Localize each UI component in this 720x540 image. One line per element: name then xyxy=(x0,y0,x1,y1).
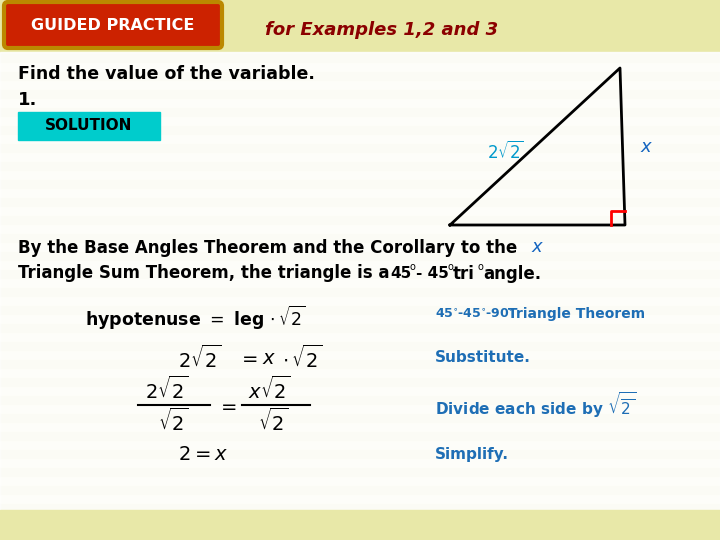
Text: $\sqrt{2}$: $\sqrt{2}$ xyxy=(158,407,189,435)
Text: SOLUTION: SOLUTION xyxy=(45,118,132,133)
Text: 1.: 1. xyxy=(18,91,37,109)
Text: Triangle Sum Theorem, the triangle is a: Triangle Sum Theorem, the triangle is a xyxy=(18,264,390,282)
Bar xyxy=(0,324,720,332)
Bar xyxy=(0,510,720,540)
Bar xyxy=(0,288,720,296)
Bar xyxy=(18,112,160,140)
Text: 45$\!^\circ\!$-45$\!^\circ\!$-90$\!^\circ$: 45$\!^\circ\!$-45$\!^\circ\!$-90$\!^\cir… xyxy=(435,307,514,321)
Bar xyxy=(0,126,720,134)
Bar xyxy=(0,90,720,98)
Bar xyxy=(0,414,720,422)
Text: o: o xyxy=(410,262,416,272)
Text: o: o xyxy=(448,262,454,272)
Bar xyxy=(0,216,720,224)
Text: GUIDED PRACTICE: GUIDED PRACTICE xyxy=(31,17,194,32)
Text: $\mathit{x}$: $\mathit{x}$ xyxy=(640,138,654,156)
Text: $2\sqrt{2}$: $2\sqrt{2}$ xyxy=(178,345,221,372)
Text: $2\sqrt{2}$: $2\sqrt{2}$ xyxy=(487,140,523,163)
Text: By the Base Angles Theorem and the Corollary to the: By the Base Angles Theorem and the Corol… xyxy=(18,239,517,257)
Bar xyxy=(0,270,720,278)
Text: Triangle Theorem: Triangle Theorem xyxy=(503,307,645,321)
Bar xyxy=(0,0,720,8)
Bar xyxy=(0,396,720,404)
Text: - 45: - 45 xyxy=(416,267,449,281)
Bar xyxy=(0,72,720,80)
Bar xyxy=(0,468,720,476)
Bar xyxy=(0,306,720,314)
Text: $=$: $=$ xyxy=(238,348,258,368)
Text: $x\sqrt{2}$: $x\sqrt{2}$ xyxy=(248,375,291,403)
Text: 45: 45 xyxy=(390,267,411,281)
Text: angle.: angle. xyxy=(483,265,541,283)
Bar xyxy=(0,52,720,520)
Bar xyxy=(0,342,720,350)
Bar xyxy=(0,0,720,52)
Text: for Examples 1,2 and 3: for Examples 1,2 and 3 xyxy=(265,21,498,39)
Text: $\sqrt{2}$: $\sqrt{2}$ xyxy=(258,407,289,435)
Bar xyxy=(0,504,720,512)
Text: $2\sqrt{2}$: $2\sqrt{2}$ xyxy=(145,375,188,403)
Text: Substitute.: Substitute. xyxy=(435,350,531,366)
Bar xyxy=(0,432,720,440)
Bar xyxy=(0,54,720,62)
Bar xyxy=(0,108,720,116)
Bar xyxy=(0,180,720,188)
Bar xyxy=(0,450,720,458)
Bar xyxy=(0,162,720,170)
Bar xyxy=(0,234,720,242)
Text: $x$: $x$ xyxy=(262,348,276,368)
Text: $\cdot\,\sqrt{2}$: $\cdot\,\sqrt{2}$ xyxy=(282,345,322,372)
Text: o: o xyxy=(477,262,483,272)
Text: $2=x$: $2=x$ xyxy=(178,446,228,464)
Text: Find the value of the variable.: Find the value of the variable. xyxy=(18,65,315,83)
Bar xyxy=(0,522,720,530)
Text: Simplify.: Simplify. xyxy=(435,448,509,462)
Text: $=$: $=$ xyxy=(217,395,237,415)
Bar xyxy=(0,486,720,494)
FancyBboxPatch shape xyxy=(4,2,222,48)
Text: tri: tri xyxy=(453,265,475,283)
Text: $\mathit{x}$: $\mathit{x}$ xyxy=(531,238,544,256)
Bar xyxy=(0,360,720,368)
Bar xyxy=(0,18,720,26)
Text: Divide each side by $\sqrt{\overline{2\,}}$: Divide each side by $\sqrt{\overline{2\,… xyxy=(435,390,637,420)
Bar xyxy=(0,252,720,260)
Bar xyxy=(0,378,720,386)
Bar xyxy=(0,36,720,44)
Bar xyxy=(0,198,720,206)
Bar xyxy=(0,144,720,152)
Text: hypotenuse $=$ leg $\cdot\,\sqrt{2}$: hypotenuse $=$ leg $\cdot\,\sqrt{2}$ xyxy=(85,304,305,332)
